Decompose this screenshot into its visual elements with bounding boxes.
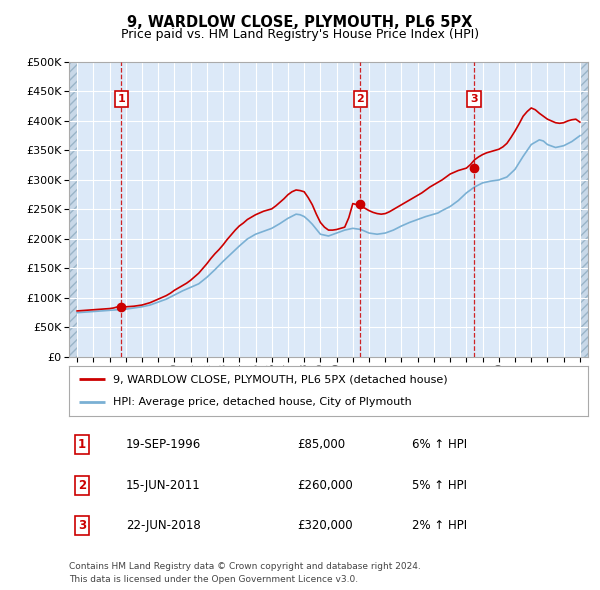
Text: HPI: Average price, detached house, City of Plymouth: HPI: Average price, detached house, City… bbox=[113, 398, 412, 408]
Text: 19-SEP-1996: 19-SEP-1996 bbox=[126, 438, 202, 451]
Text: 1: 1 bbox=[118, 94, 125, 104]
Text: 6% ↑ HPI: 6% ↑ HPI bbox=[412, 438, 467, 451]
Text: 9, WARDLOW CLOSE, PLYMOUTH, PL6 5PX: 9, WARDLOW CLOSE, PLYMOUTH, PL6 5PX bbox=[127, 15, 473, 30]
Text: 2: 2 bbox=[356, 94, 364, 104]
Text: Contains HM Land Registry data © Crown copyright and database right 2024.: Contains HM Land Registry data © Crown c… bbox=[69, 562, 421, 571]
Text: 9, WARDLOW CLOSE, PLYMOUTH, PL6 5PX (detached house): 9, WARDLOW CLOSE, PLYMOUTH, PL6 5PX (det… bbox=[113, 374, 448, 384]
Text: 1: 1 bbox=[78, 438, 86, 451]
Bar bbox=[69, 62, 77, 357]
Text: Price paid vs. HM Land Registry's House Price Index (HPI): Price paid vs. HM Land Registry's House … bbox=[121, 28, 479, 41]
Text: 22-JUN-2018: 22-JUN-2018 bbox=[126, 519, 201, 532]
Text: 2: 2 bbox=[78, 478, 86, 492]
Bar bbox=[580, 62, 588, 357]
Text: £320,000: £320,000 bbox=[298, 519, 353, 532]
Text: 3: 3 bbox=[78, 519, 86, 532]
Text: 2% ↑ HPI: 2% ↑ HPI bbox=[412, 519, 467, 532]
Text: 15-JUN-2011: 15-JUN-2011 bbox=[126, 478, 201, 492]
Text: £85,000: £85,000 bbox=[298, 438, 346, 451]
Text: £260,000: £260,000 bbox=[298, 478, 353, 492]
Text: 5% ↑ HPI: 5% ↑ HPI bbox=[412, 478, 467, 492]
Text: This data is licensed under the Open Government Licence v3.0.: This data is licensed under the Open Gov… bbox=[69, 575, 358, 584]
Text: 3: 3 bbox=[470, 94, 478, 104]
